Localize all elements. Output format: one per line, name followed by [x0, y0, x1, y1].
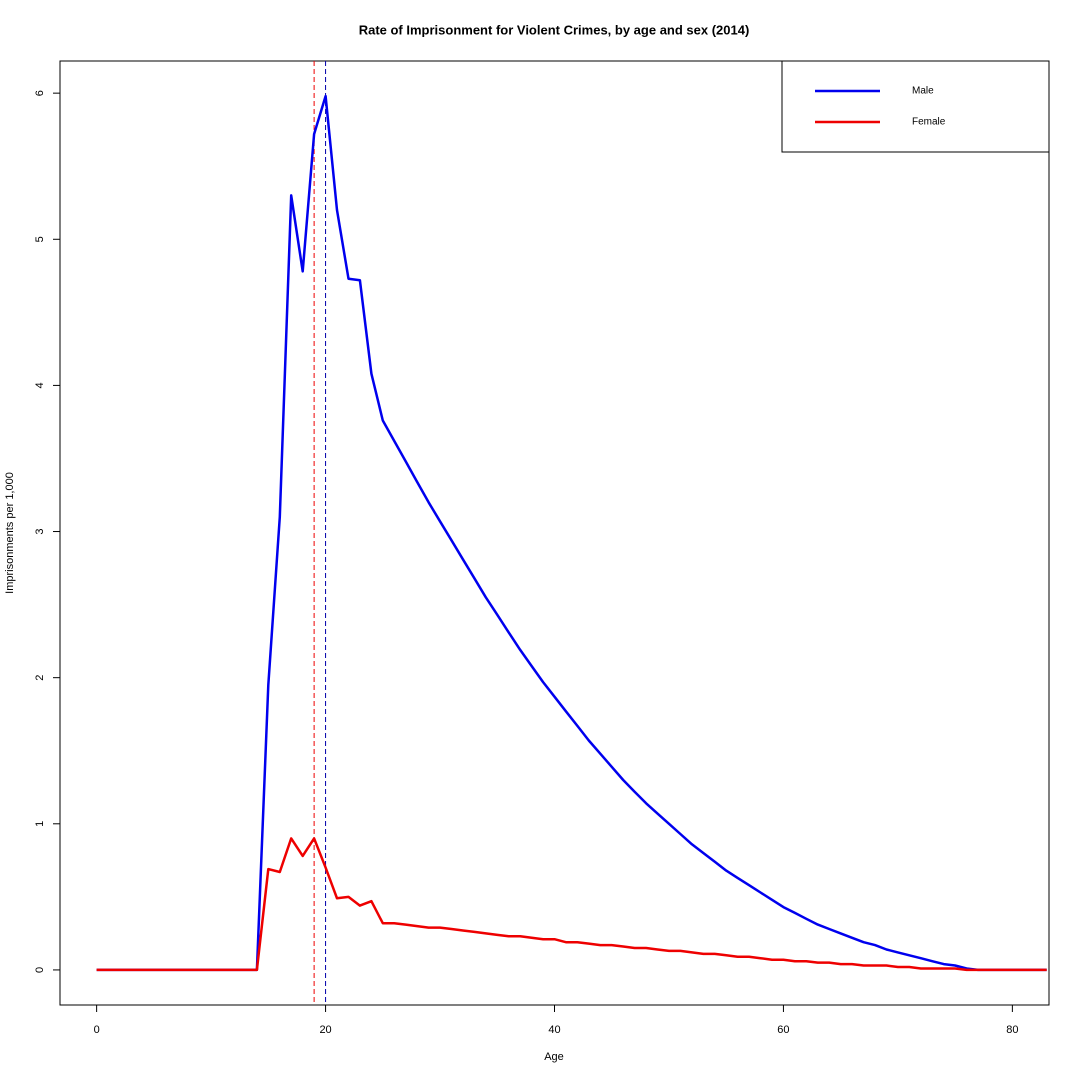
y-tick-label: 0 — [34, 967, 46, 973]
y-tick-label: 6 — [34, 90, 46, 96]
y-tick-label: 2 — [34, 675, 46, 681]
legend-label: Female — [912, 117, 946, 128]
x-tick-label: 0 — [94, 1024, 100, 1036]
y-tick-label: 5 — [34, 236, 46, 242]
y-tick-label: 3 — [34, 528, 46, 534]
series-line — [96, 837, 1047, 972]
y-axis-title: Imprisonments per 1,000 — [4, 472, 16, 594]
legend-label: Male — [912, 86, 934, 97]
legend-box — [781, 60, 1050, 153]
y-tick-label: 1 — [34, 821, 46, 827]
x-tick-label: 80 — [1006, 1024, 1018, 1036]
x-tick-label: 40 — [548, 1024, 560, 1036]
chart-title: Rate of Imprisonment for Violent Crimes,… — [359, 22, 750, 37]
x-axis-title: Age — [544, 1051, 564, 1063]
x-tick-label: 20 — [319, 1024, 331, 1036]
x-tick-label: 60 — [777, 1024, 789, 1036]
y-tick-label: 4 — [34, 382, 46, 388]
